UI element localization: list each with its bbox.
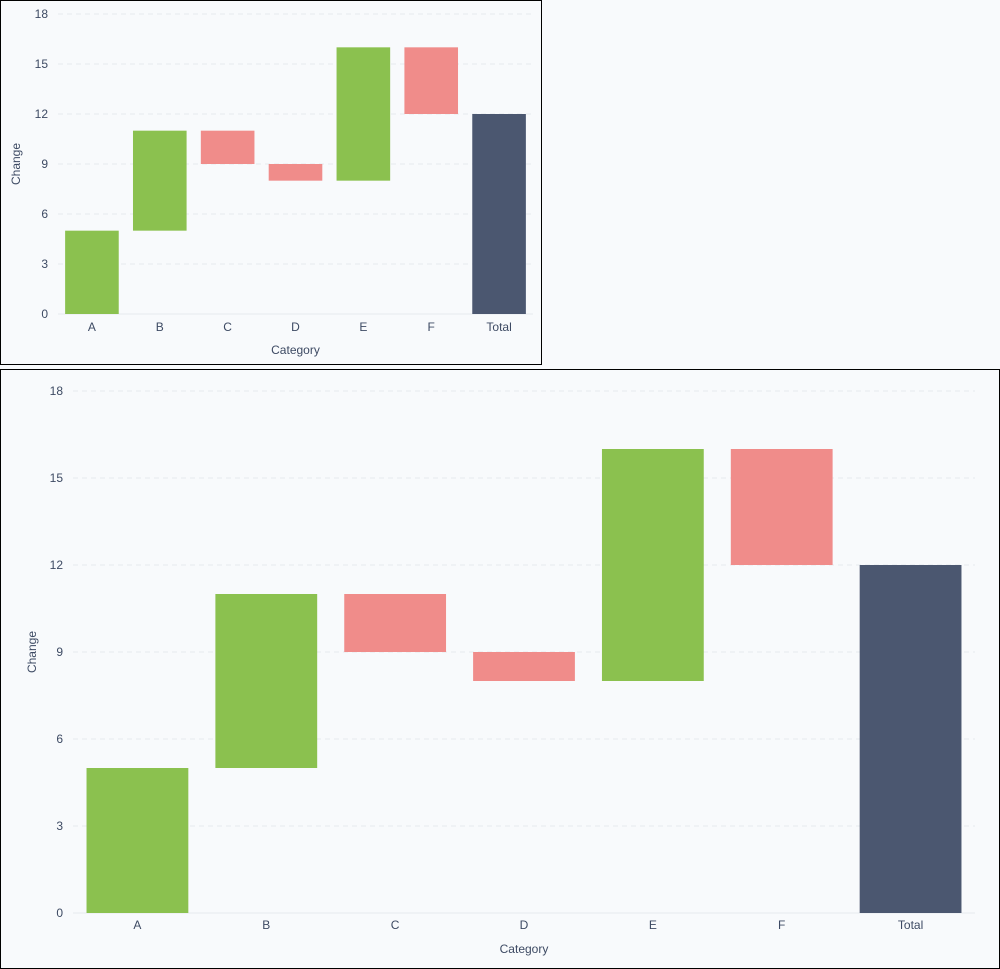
bar-c [344, 594, 447, 652]
bar-total [472, 114, 526, 314]
waterfall-chart-small: 0 3 6 9 12 15 18 A B C D E F Total Category Change [9, 7, 533, 357]
x-tick-label: E [649, 918, 657, 932]
chart-panel-large: 0 3 6 9 12 15 18 A B C D E F Total Category Change [0, 369, 1000, 969]
bar-f [404, 47, 459, 115]
y-tick-label: 18 [50, 384, 64, 398]
y-axis-title: Change [9, 143, 23, 185]
bar-total [859, 565, 962, 913]
x-tick-label: B [156, 320, 164, 334]
x-tick-label: E [359, 320, 367, 334]
x-tick-label: Total [486, 320, 511, 334]
waterfall-chart-large: 0 3 6 9 12 15 18 A B C D E F Total Category Change [25, 384, 975, 956]
y-tick-label: 12 [50, 558, 64, 572]
y-tick-label: 15 [35, 57, 49, 71]
chart-panel-small: 0 3 6 9 12 15 18 A B C D E F Total Category Change [0, 0, 542, 365]
x-tick-label: A [88, 320, 96, 334]
bar-b [215, 594, 318, 768]
x-tick-label: A [133, 918, 141, 932]
y-tick-label: 0 [56, 906, 63, 920]
x-tick-label: F [428, 320, 435, 334]
bar-c [200, 130, 255, 164]
x-tick-label: F [778, 918, 785, 932]
bar-d [268, 164, 323, 181]
x-tick-label: Total [898, 918, 923, 932]
y-tick-label: 12 [35, 107, 49, 121]
y-tick-label: 3 [56, 819, 63, 833]
y-tick-label: 6 [41, 207, 48, 221]
bar-d [473, 652, 575, 681]
y-tick-label: 18 [35, 7, 49, 21]
x-tick-label: B [262, 918, 270, 932]
x-axis-title: Category [271, 343, 320, 357]
y-tick-label: 6 [56, 732, 63, 746]
bar-e [336, 47, 391, 181]
bar-a [65, 230, 119, 314]
y-tick-label: 0 [41, 307, 48, 321]
bar-b [132, 130, 187, 231]
x-tick-label: C [223, 320, 232, 334]
bar-e [601, 449, 704, 681]
bar-f [730, 449, 833, 565]
x-tick-label: D [520, 918, 529, 932]
x-tick-label: C [391, 918, 400, 932]
x-tick-label: D [291, 320, 300, 334]
x-axis-title: Category [500, 942, 549, 956]
y-tick-label: 3 [41, 257, 48, 271]
y-axis-title: Change [25, 631, 39, 673]
y-tick-label: 15 [50, 471, 64, 485]
y-tick-label: 9 [41, 157, 48, 171]
bar-a [86, 768, 189, 913]
y-tick-label: 9 [56, 645, 63, 659]
